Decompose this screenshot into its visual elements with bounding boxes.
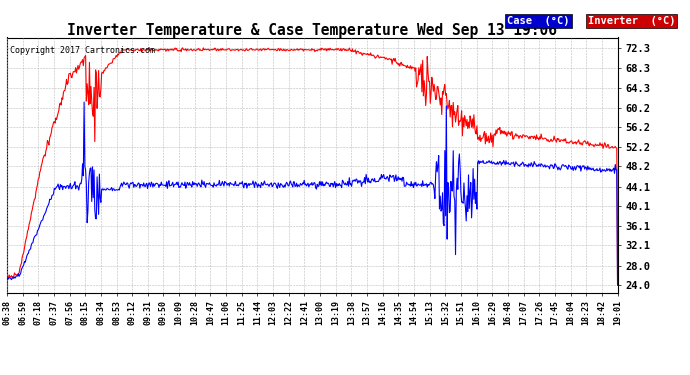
Title: Inverter Temperature & Case Temperature Wed Sep 13 19:06: Inverter Temperature & Case Temperature … [67, 22, 558, 38]
Text: Inverter  (°C): Inverter (°C) [588, 16, 676, 26]
Text: Copyright 2017 Cartronics.com: Copyright 2017 Cartronics.com [10, 46, 155, 56]
Text: Case  (°C): Case (°C) [507, 16, 570, 26]
